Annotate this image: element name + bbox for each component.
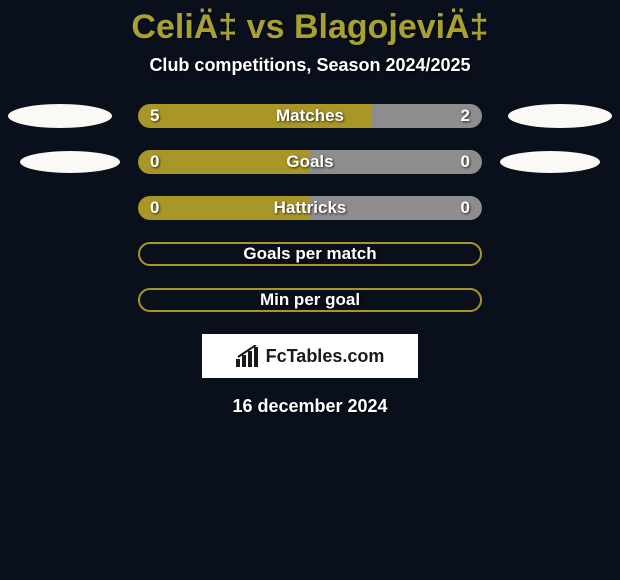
stat-value-right: 2: [461, 106, 470, 126]
player-oval-right: [508, 104, 612, 128]
stat-bar: 00Goals: [138, 150, 482, 174]
stat-bar: Goals per match: [138, 242, 482, 266]
stat-bar-left: 0: [138, 196, 310, 220]
stat-bar-left: 5: [138, 104, 372, 128]
stat-row: 52Matches: [0, 104, 620, 128]
stat-value-right: 0: [461, 198, 470, 218]
date-label: 16 december 2024: [0, 396, 620, 417]
player-oval-left: [8, 104, 112, 128]
row-left-holder: [0, 104, 112, 128]
stat-row: Min per goal: [0, 288, 620, 312]
row-right-holder: [500, 151, 620, 173]
stat-bar: 00Hattricks: [138, 196, 482, 220]
stat-value-left: 0: [150, 152, 159, 172]
stat-row: Goals per match: [0, 242, 620, 266]
subtitle: Club competitions, Season 2024/2025: [0, 55, 620, 76]
stat-bar-right: 0: [310, 150, 482, 174]
stat-row: 00Hattricks: [0, 196, 620, 220]
stat-value-left: 0: [150, 198, 159, 218]
stat-bar-label: Min per goal: [140, 290, 480, 310]
comparison-block: 52Matches00Goals00HattricksGoals per mat…: [0, 104, 620, 312]
row-right-holder: [508, 104, 620, 128]
stat-bar-label: Goals per match: [140, 244, 480, 264]
logo-badge: FcTables.com: [202, 334, 418, 378]
stat-row: 00Goals: [0, 150, 620, 174]
chart-icon: [236, 345, 262, 367]
row-left-holder: [0, 151, 120, 173]
stat-bar: Min per goal: [138, 288, 482, 312]
page-title: CeliÄ‡ vs BlagojeviÄ‡: [0, 0, 620, 47]
stat-bar-left: 0: [138, 150, 310, 174]
stat-bar-right: 0: [310, 196, 482, 220]
logo-text: FcTables.com: [266, 346, 385, 367]
stat-value-left: 5: [150, 106, 159, 126]
player-oval-left: [20, 151, 120, 173]
stat-bar-right: 2: [372, 104, 482, 128]
stat-bar: 52Matches: [138, 104, 482, 128]
player-oval-right: [500, 151, 600, 173]
stat-value-right: 0: [461, 152, 470, 172]
